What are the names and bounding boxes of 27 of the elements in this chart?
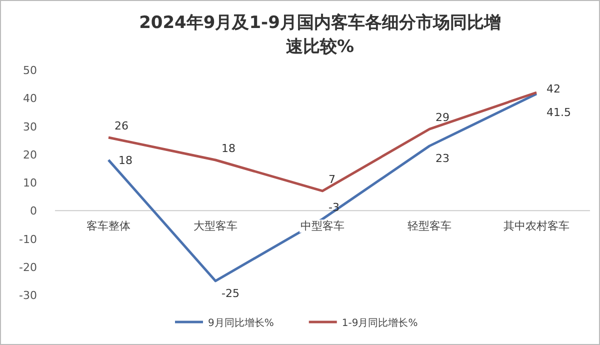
y-tick-label: 30: [23, 120, 37, 134]
y-tick-label: -20: [19, 260, 37, 274]
y-tick-label: 40: [23, 92, 37, 106]
line-series: [107, 91, 538, 192]
y-tick-label: 10: [23, 176, 37, 190]
data-label: 26: [114, 120, 128, 132]
data-label: 7: [328, 172, 336, 186]
legend-label: 1-9月同比增长%: [342, 317, 418, 329]
y-tick-label: -10: [19, 232, 37, 246]
data-label: 18: [118, 154, 132, 167]
title: 2024年9月及1-9月国内客车各细分市场同比增速比较%: [139, 13, 501, 57]
y-tick-label: 0: [30, 204, 37, 218]
data-label: -25: [222, 286, 240, 300]
data-label: 29: [436, 111, 450, 124]
y-tick-label: 50: [23, 64, 37, 77]
legend-label: 9月同比增长%: [208, 317, 274, 329]
x-tick-label: 中型客车: [300, 220, 344, 233]
data-label: 41.5: [546, 106, 571, 119]
y-tick-label: -30: [19, 289, 37, 302]
x-tick-label: 客车整体: [86, 220, 130, 233]
y-tick-label: 20: [23, 148, 37, 162]
data-label: 23: [436, 152, 450, 165]
x-tick-label: 其中农村客车: [504, 220, 570, 233]
data-label: 18: [222, 142, 236, 155]
x-tick-label: 大型客车: [194, 220, 238, 233]
x-tick-label: 轻型客车: [408, 220, 452, 233]
data-label: 42: [546, 82, 560, 96]
